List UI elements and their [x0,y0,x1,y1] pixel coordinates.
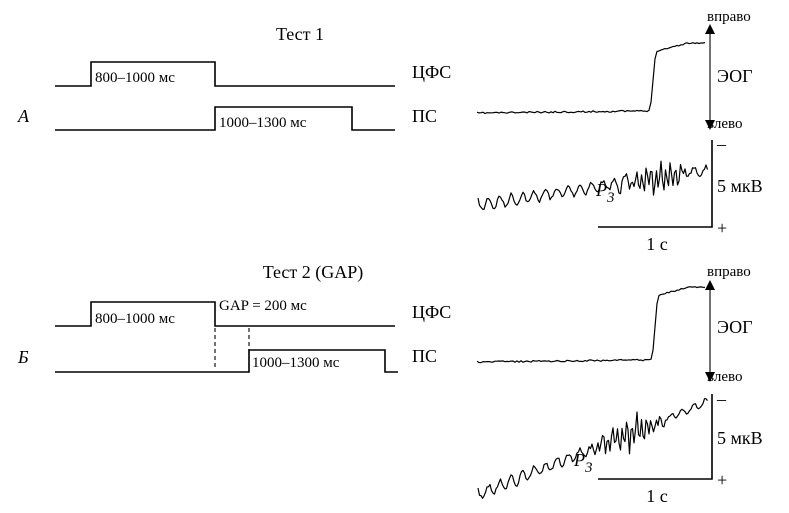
panel-b-eog-label: ЭОГ [717,317,753,337]
panel-a-ps-timeline [55,106,395,131]
panel-b-eog-trace [476,286,705,364]
panel-b-ps-duration: 1000–1300 мс [252,355,340,371]
panel-b-eog-left: влево [707,369,743,385]
panel-b-gap-label: GAP = 200 мс [219,298,307,314]
panel-b-neg-sign: – [716,389,727,409]
panel-b-letter: Б [17,347,29,367]
panel-a-erp-trace [477,160,709,210]
panel-b-eog-right: вправо [707,264,751,280]
panel-a-pos-sign: + [717,218,727,238]
panel-a-test-title: Тест 1 [276,24,324,44]
panel-b-cfs-timeline [55,301,395,327]
panel-a-amplitude-scale: 5 мкВ [717,176,763,196]
panel-a-cfs-duration: 800–1000 мс [95,70,175,86]
panel-b-pos-sign: + [717,470,727,490]
panel-a-time-scale: 1 с [646,234,668,254]
panel-a-erp-scale-bars [598,140,713,228]
panel-b-time-scale: 1 с [646,486,668,506]
panel-a-neg-sign: – [716,134,727,154]
panel-b-test-title: Тест 2 (GAP) [263,262,364,283]
panel-b-component-label: P3 [573,450,593,476]
panel-a-eog-trace [476,42,706,115]
panel-b-amplitude-scale: 5 мкВ [717,428,763,448]
panel-b-cfs-label: ЦФС [412,302,451,322]
arrow-up-icon [705,280,715,290]
panel-a-cfs-label: ЦФС [412,62,451,82]
panel-a-cfs-timeline [55,61,395,87]
arrow-up-icon [705,24,715,34]
panel-b-ps-label: ПС [412,346,437,366]
panel-b-cfs-duration: 800–1000 мс [95,311,175,327]
panel-a-ps-label: ПС [412,106,437,126]
panel-a-eog-right: вправо [707,9,751,25]
panel-a-ps-duration: 1000–1300 мс [219,115,307,131]
panel-a-eog-label: ЭОГ [717,66,753,86]
arrow-down-icon [705,120,715,130]
panel-b-erp-scale-bars [598,394,713,480]
panel-a-letter: А [17,106,30,126]
arrow-down-icon [705,372,715,382]
panel-b-ps-timeline [55,349,398,373]
panel-a-component-label: P3 [595,180,615,206]
panel-a-eog-left: влево [707,116,743,132]
panel-b-erp-trace [477,398,708,499]
